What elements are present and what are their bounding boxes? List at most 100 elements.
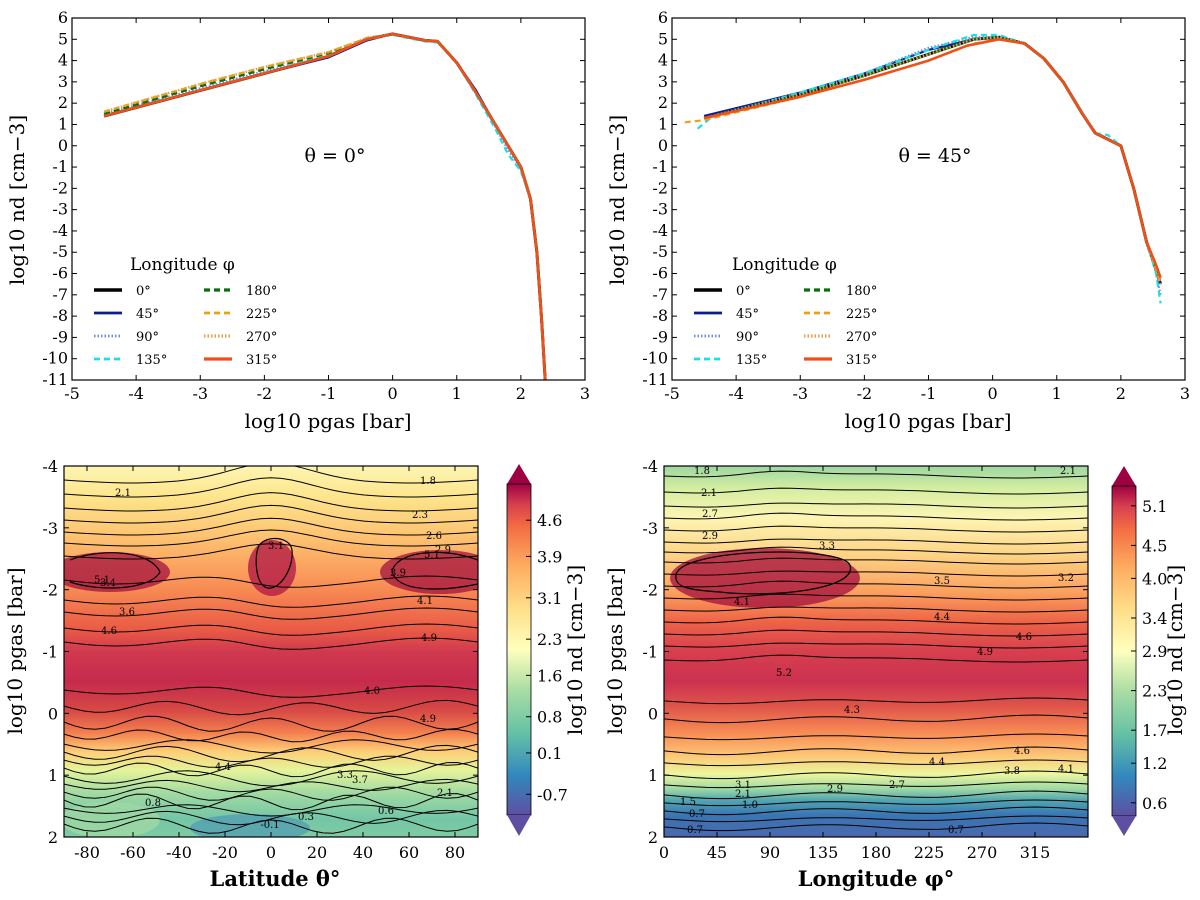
contour-label: 0.7 [689,809,705,820]
contour-line [64,728,478,743]
y-tick-label: 6 [658,8,668,27]
contour-line [664,629,1088,637]
contour-label: 3.3 [337,770,353,781]
contour-line [664,781,1088,789]
x-tick-label: -4 [128,384,144,403]
contour-label: 4.4 [934,612,950,623]
y-tick-label: 0 [58,136,68,155]
contour-line [64,793,478,811]
x-tick-label: -1 [921,384,937,403]
contour-line [664,616,1088,625]
colorbar-tick-label: 3.4 [1142,609,1167,628]
contour-label: 4.1 [417,596,433,607]
colorbar-tick-label: 4.6 [537,511,562,530]
contour-line [64,786,478,801]
contour-line [64,466,478,484]
x-tick-label: 3 [580,384,590,403]
contour-line [255,537,293,589]
legend-label: 45° [136,307,159,322]
colorbar-extend-min [1112,816,1136,836]
contour-label: 2.1 [735,789,751,800]
contour-line [64,715,478,732]
contour-line [64,575,478,588]
high-density-region [64,552,170,592]
y-tick-label: -6 [652,264,668,283]
contour-line [675,551,851,595]
x-tick-label: 315 [1020,843,1051,862]
contour-line [64,739,478,754]
legend-label: 180° [846,284,877,299]
x-tick-label: 270 [967,843,998,862]
legend-label: 180° [246,284,277,299]
colorbar-tick-label: 2.3 [537,630,562,649]
y-tick-label: -10 [642,349,668,368]
y-tick-label: 0 [48,704,58,723]
y-axis-label: log10 pgas [bar] [3,567,27,734]
contour-line [64,755,478,768]
x-tick-label: 0 [659,843,669,862]
contour-label: 2.1 [701,488,717,499]
colorbar: 4.6 3.9 3.1 2.3 1.6 0.8 0.1 -0.7 log10 nd [cm−3… [506,464,587,836]
y-tick-label: 5 [658,29,668,48]
x-tick-label: 135 [808,843,839,862]
contour-label: 2.9 [827,784,843,795]
x-tick-label: -2 [857,384,873,403]
line-plot-theta-45: -5 -4 -3 -2 -1 0 1 2 3 6543210-1-2-3-4-5-6-7-8-9… [605,8,1190,433]
contour-label: 4.6 [1016,632,1032,643]
x-tick-label: -3 [192,384,208,403]
contour-label: 0.3 [298,812,314,823]
y-tick-label: -2 [42,581,58,600]
contour-label: -0.1 [260,820,279,831]
contour-line [664,654,1088,663]
contour-line [64,804,478,817]
contour-line [664,557,1088,565]
contour-label: 3.7 [352,775,368,786]
legend-label: 270° [246,330,277,345]
x-tick-label: 80 [445,843,465,862]
x-tick-label: -2 [257,384,273,403]
y-tick-label: 0 [658,136,668,155]
colorbar-tick-label: 1.6 [537,666,562,685]
series-line-0deg [103,32,547,380]
plot-frame [671,17,1186,381]
x-axis-label: log10 pgas [bar] [844,409,1011,433]
contour-line [664,538,1088,545]
colorbar-gradient [506,483,532,816]
colorbar-tick-label: 4.5 [1142,536,1167,555]
y-tick-label: 1 [58,114,68,133]
contour-label: 3.1 [735,780,751,791]
x-axis-label: log10 pgas [bar] [244,409,411,433]
y-tick-label: -7 [52,285,68,304]
y-tick-label: -11 [42,370,68,389]
contour-line [64,778,478,793]
contour-line [64,607,478,620]
contour-label: 4.1 [1058,764,1074,775]
y-axis-label: log10 pgas [bar] [603,567,627,734]
series-line-180deg [103,32,547,380]
contour-label: 1.8 [420,476,436,487]
y-tick-label: -8 [52,306,68,325]
contour-label: 2.7 [889,780,905,791]
contour-line [664,770,1088,780]
x-tick-label: 3 [1180,384,1190,403]
contour-line [64,817,478,834]
y-tick-label: -10 [42,349,68,368]
low-density-region [190,814,310,837]
y-tick-label: -4 [652,221,668,240]
x-tick-label: -3 [792,384,808,403]
contour-label: 2.9 [435,545,451,556]
y-tick-label: -1 [42,643,58,662]
panel-annotation: θ = 0° [304,145,365,167]
contour-line [64,517,478,536]
x-tick-label: -1 [321,384,337,403]
y-axis-label: log10 nd [cm−3] [5,115,29,285]
legend-label: 315° [846,353,877,368]
panel-annotation: θ = 45° [898,145,971,167]
legend-label: 0° [736,284,751,299]
y-tick-label: -6 [52,264,68,283]
x-tick-label: -5 [64,384,80,403]
y-tick-label: 1 [648,766,658,785]
contour-label: 4.9 [977,647,993,658]
legend-label: 0° [136,284,151,299]
y-tick-label: -3 [52,200,68,219]
